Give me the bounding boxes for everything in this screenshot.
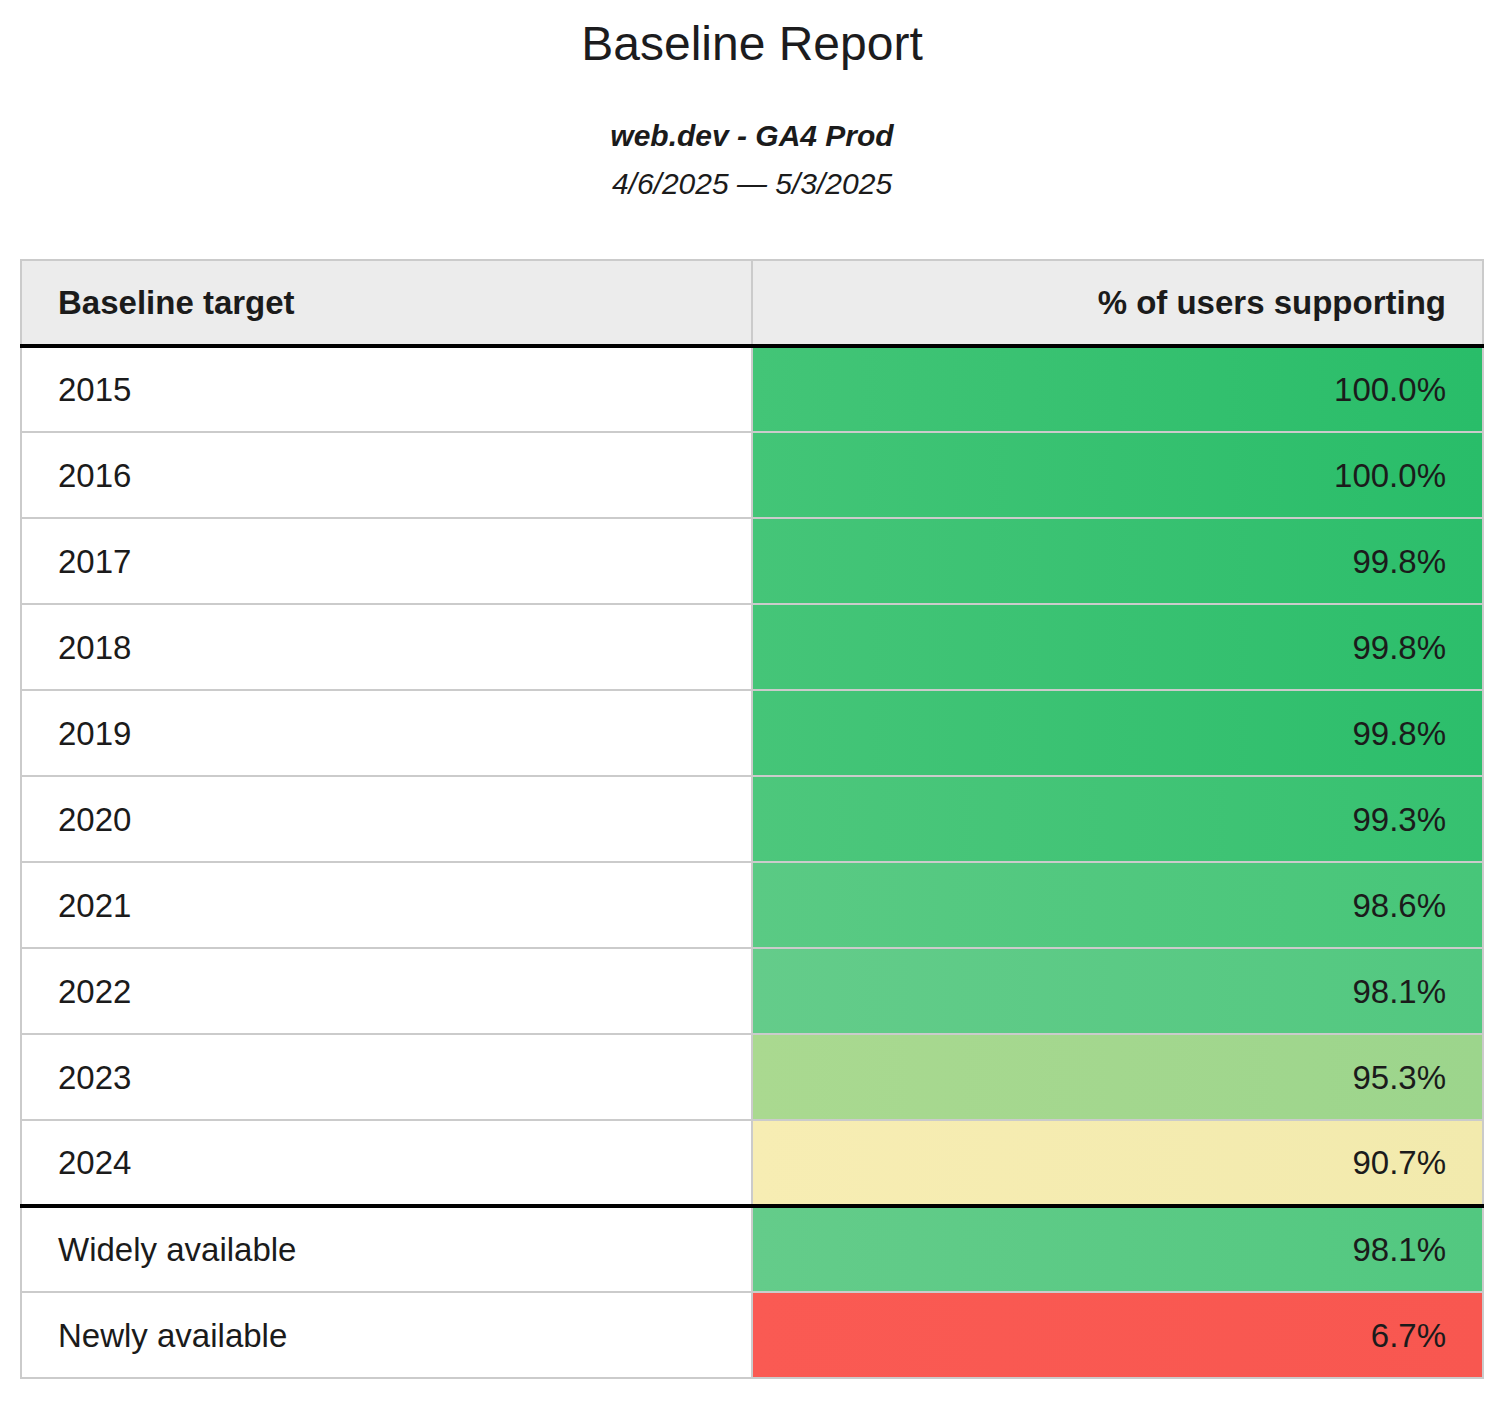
table-row: 2015 100.0% (21, 346, 1483, 432)
baseline-target-cell: 2019 (21, 690, 752, 776)
baseline-target-cell: 2021 (21, 862, 752, 948)
percent-supporting-cell: 99.8% (752, 690, 1483, 776)
percent-supporting-cell: 100.0% (752, 346, 1483, 432)
percent-supporting-cell: 98.6% (752, 862, 1483, 948)
table-header-row: Baseline target % of users supporting (21, 260, 1483, 346)
percent-supporting-cell: 98.1% (752, 948, 1483, 1034)
report-date-range: 4/6/2025 — 5/3/2025 (0, 167, 1504, 202)
column-header-baseline-target: Baseline target (21, 260, 752, 346)
page-title: Baseline Report (0, 16, 1504, 71)
table-row: 2022 98.1% (21, 948, 1483, 1034)
baseline-target-cell: 2015 (21, 346, 752, 432)
baseline-target-cell: 2024 (21, 1120, 752, 1206)
percent-supporting-cell: 90.7% (752, 1120, 1483, 1206)
baseline-report-table: Baseline target % of users supporting 20… (20, 259, 1484, 1379)
table-body: 2015 100.0% 2016 100.0% 2017 99.8% 2018 … (21, 346, 1483, 1378)
percent-supporting-cell: 99.3% (752, 776, 1483, 862)
table-row: 2020 99.3% (21, 776, 1483, 862)
baseline-target-cell: 2023 (21, 1034, 752, 1120)
baseline-target-cell: 2022 (21, 948, 752, 1034)
baseline-target-cell: 2017 (21, 518, 752, 604)
percent-supporting-cell: 100.0% (752, 432, 1483, 518)
table-header: Baseline target % of users supporting (21, 260, 1483, 346)
baseline-target-cell: 2018 (21, 604, 752, 690)
report-property-name: web.dev - GA4 Prod (0, 119, 1504, 154)
baseline-target-cell: 2016 (21, 432, 752, 518)
table-row: 2021 98.6% (21, 862, 1483, 948)
percent-supporting-cell: 98.1% (752, 1206, 1483, 1292)
table-row: 2023 95.3% (21, 1034, 1483, 1120)
baseline-target-cell: Newly available (21, 1292, 752, 1378)
table-row: Newly available 6.7% (21, 1292, 1483, 1378)
percent-supporting-cell: 99.8% (752, 604, 1483, 690)
table-row: 2017 99.8% (21, 518, 1483, 604)
table-row: 2024 90.7% (21, 1120, 1483, 1206)
table-row: Widely available 98.1% (21, 1206, 1483, 1292)
baseline-target-cell: Widely available (21, 1206, 752, 1292)
percent-supporting-cell: 95.3% (752, 1034, 1483, 1120)
percent-supporting-cell: 99.8% (752, 518, 1483, 604)
table-row: 2018 99.8% (21, 604, 1483, 690)
percent-supporting-cell: 6.7% (752, 1292, 1483, 1378)
baseline-target-cell: 2020 (21, 776, 752, 862)
column-header-percent-supporting: % of users supporting (752, 260, 1483, 346)
table-row: 2016 100.0% (21, 432, 1483, 518)
table-row: 2019 99.8% (21, 690, 1483, 776)
